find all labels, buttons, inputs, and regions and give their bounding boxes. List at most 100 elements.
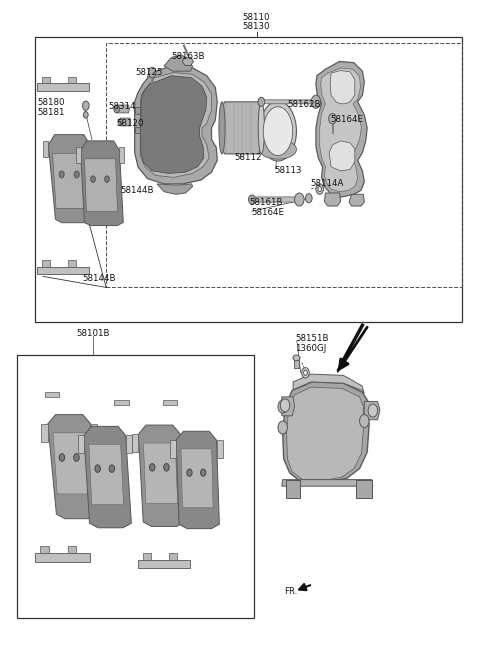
Polygon shape	[261, 100, 318, 104]
Polygon shape	[40, 547, 48, 553]
Polygon shape	[35, 553, 90, 562]
Polygon shape	[349, 194, 364, 206]
Circle shape	[95, 465, 100, 472]
Circle shape	[295, 193, 304, 206]
Text: 58101B: 58101B	[76, 329, 109, 338]
Circle shape	[303, 370, 307, 375]
Text: 58114A: 58114A	[310, 179, 344, 189]
Circle shape	[74, 171, 79, 178]
Circle shape	[249, 195, 255, 204]
Circle shape	[91, 176, 96, 183]
Text: 58164E: 58164E	[330, 115, 363, 124]
Polygon shape	[68, 77, 76, 83]
Circle shape	[114, 105, 120, 113]
Ellipse shape	[258, 102, 264, 154]
Polygon shape	[144, 443, 178, 503]
Polygon shape	[252, 197, 301, 202]
Polygon shape	[222, 102, 261, 154]
Circle shape	[109, 465, 115, 472]
Circle shape	[258, 97, 264, 106]
Text: 58110: 58110	[243, 12, 270, 22]
Circle shape	[360, 415, 369, 428]
Polygon shape	[126, 436, 132, 453]
Circle shape	[311, 95, 321, 108]
Circle shape	[150, 464, 155, 471]
Circle shape	[187, 469, 192, 476]
Polygon shape	[68, 547, 76, 553]
Polygon shape	[135, 127, 140, 133]
Ellipse shape	[260, 139, 297, 159]
Polygon shape	[45, 392, 59, 397]
Polygon shape	[89, 444, 123, 505]
Text: 58130: 58130	[243, 22, 270, 32]
Polygon shape	[138, 425, 185, 526]
Polygon shape	[37, 83, 89, 91]
Circle shape	[278, 421, 288, 434]
Text: 58164E: 58164E	[252, 208, 284, 217]
Polygon shape	[42, 77, 50, 83]
Polygon shape	[140, 72, 212, 177]
Circle shape	[83, 101, 89, 110]
Circle shape	[148, 67, 156, 78]
Polygon shape	[120, 147, 124, 163]
Polygon shape	[78, 436, 84, 453]
Polygon shape	[120, 118, 131, 126]
Polygon shape	[329, 141, 355, 171]
Polygon shape	[356, 480, 372, 498]
Text: 58144B: 58144B	[83, 275, 116, 283]
Polygon shape	[90, 141, 95, 158]
Polygon shape	[164, 55, 192, 71]
Polygon shape	[68, 260, 76, 267]
Circle shape	[59, 171, 64, 178]
Polygon shape	[320, 68, 361, 192]
Text: 58181: 58181	[37, 108, 64, 117]
Polygon shape	[52, 153, 89, 208]
Circle shape	[301, 367, 309, 378]
Polygon shape	[169, 553, 177, 560]
Text: 58180: 58180	[37, 98, 64, 107]
Polygon shape	[37, 267, 89, 275]
Polygon shape	[143, 553, 151, 560]
Polygon shape	[140, 76, 207, 173]
Circle shape	[305, 194, 312, 203]
Polygon shape	[283, 382, 369, 484]
Text: 58162B: 58162B	[288, 100, 321, 109]
Polygon shape	[339, 360, 344, 371]
Polygon shape	[84, 426, 132, 528]
Polygon shape	[293, 374, 364, 394]
Polygon shape	[282, 397, 295, 416]
Circle shape	[316, 184, 324, 194]
Text: 58314: 58314	[108, 102, 136, 111]
Polygon shape	[176, 431, 219, 529]
Circle shape	[318, 187, 322, 192]
Text: 58113: 58113	[274, 166, 301, 175]
Polygon shape	[132, 434, 138, 452]
Text: 1360GJ: 1360GJ	[296, 344, 327, 353]
Polygon shape	[53, 433, 90, 494]
Circle shape	[84, 112, 88, 118]
Polygon shape	[43, 141, 48, 158]
Polygon shape	[135, 107, 140, 114]
Polygon shape	[316, 61, 367, 197]
Polygon shape	[76, 147, 81, 163]
Circle shape	[201, 469, 206, 476]
Polygon shape	[181, 449, 213, 508]
Circle shape	[118, 119, 123, 125]
Polygon shape	[138, 560, 190, 568]
Polygon shape	[91, 424, 97, 442]
Circle shape	[278, 400, 288, 413]
Text: 58163B: 58163B	[171, 53, 204, 61]
Polygon shape	[337, 358, 345, 373]
Ellipse shape	[260, 101, 297, 161]
Ellipse shape	[263, 106, 293, 156]
Polygon shape	[216, 440, 223, 458]
Text: 58161B: 58161B	[250, 198, 283, 206]
Circle shape	[105, 176, 109, 183]
Text: FR.: FR.	[284, 587, 298, 596]
Circle shape	[280, 399, 290, 412]
Polygon shape	[282, 480, 373, 486]
Ellipse shape	[219, 102, 225, 154]
Polygon shape	[41, 424, 48, 442]
Polygon shape	[84, 159, 118, 212]
Polygon shape	[42, 260, 50, 267]
